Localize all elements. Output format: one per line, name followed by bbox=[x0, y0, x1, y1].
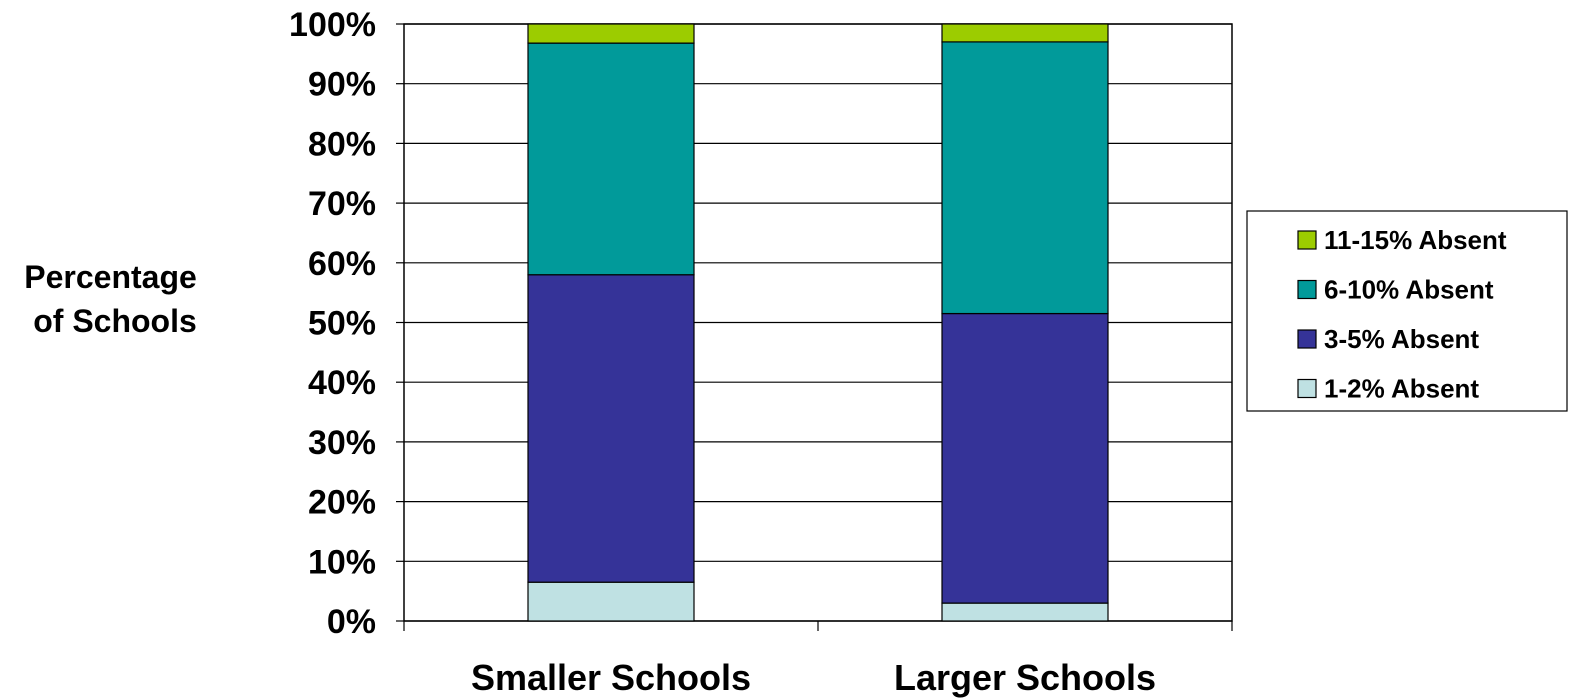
y-tick-label: 40% bbox=[308, 364, 376, 402]
legend-swatch bbox=[1297, 279, 1317, 300]
axes bbox=[396, 23, 1233, 631]
y-axis-label: Percentage of Schools bbox=[24, 259, 205, 339]
bar-segment bbox=[527, 42, 695, 276]
legend-swatch bbox=[1297, 378, 1317, 399]
x-category-label: Smaller Schools bbox=[471, 657, 751, 698]
y-tick-label: 0% bbox=[327, 603, 376, 641]
legend-label: 11-15% Absent bbox=[1324, 225, 1507, 255]
bar-segment bbox=[527, 23, 695, 44]
legend-label: 1-2% Absent bbox=[1324, 374, 1479, 404]
bar-segment bbox=[941, 602, 1109, 622]
y-axis-label-line-1: Percentage bbox=[24, 259, 197, 295]
bar-segment bbox=[941, 312, 1109, 604]
legend: 11-15% Absent 6-10% Absent 3-5% Absent 1-2%… bbox=[1246, 210, 1568, 412]
y-tick-label: 60% bbox=[308, 245, 376, 283]
y-tick-label: 30% bbox=[308, 424, 376, 462]
bar-segment bbox=[941, 41, 1109, 315]
legend-swatch bbox=[1297, 230, 1317, 250]
y-axis-label-line-2: of Schools bbox=[33, 303, 197, 339]
y-tick-labels: 0% 10% 20% 30% 40% 50% 60% 70% 80% 90% 100% bbox=[289, 6, 376, 641]
x-category-labels: Smaller Schools Larger Schools bbox=[471, 657, 1156, 698]
y-tick-label: 100% bbox=[289, 6, 376, 44]
legend-label: 6-10% Absent bbox=[1324, 275, 1494, 305]
bar-segment bbox=[527, 274, 695, 583]
bar-segment bbox=[941, 23, 1109, 43]
y-tick-label: 80% bbox=[308, 125, 376, 163]
legend-swatch bbox=[1297, 329, 1317, 349]
bars bbox=[527, 23, 1109, 622]
y-tick-label: 50% bbox=[308, 305, 376, 343]
x-category-label: Larger Schools bbox=[894, 657, 1156, 698]
bar-segment bbox=[527, 581, 695, 622]
y-tick-label: 20% bbox=[308, 484, 376, 522]
y-tick-label: 10% bbox=[308, 543, 376, 581]
legend-label: 3-5% Absent bbox=[1324, 324, 1479, 354]
y-tick-label: 90% bbox=[308, 66, 376, 104]
y-tick-label: 70% bbox=[308, 185, 376, 223]
